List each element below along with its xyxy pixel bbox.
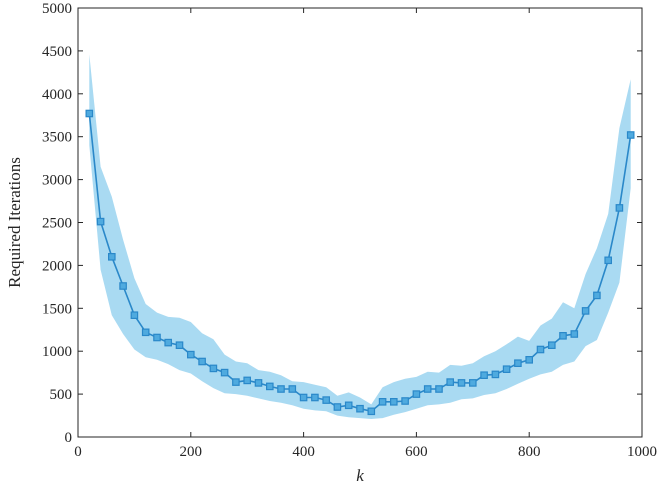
data-point-marker: [243, 376, 252, 385]
data-point-marker: [593, 291, 601, 300]
data-point-marker: [344, 401, 353, 410]
data-point-marker: [254, 379, 263, 387]
data-point-marker: [220, 368, 229, 377]
data-point-marker: [547, 341, 556, 350]
data-point-marker: [502, 365, 511, 374]
x-tick-label: 0: [74, 444, 82, 460]
data-point-marker: [581, 307, 590, 315]
y-tick-label: 0: [65, 430, 73, 446]
data-point-marker: [119, 282, 127, 290]
data-point-marker: [164, 338, 173, 347]
axes-layer: 0 200 400 600 800 1000 0 500 1000 1500 2000 2500 300…: [42, 1, 657, 460]
x-tick-label: 600: [405, 444, 428, 460]
data-point-marker: [311, 393, 319, 402]
confidence-band-layer: [89, 54, 631, 420]
data-point-marker: [322, 396, 331, 404]
data-point-marker: [107, 253, 116, 261]
data-point-marker: [401, 397, 409, 405]
data-point-marker: [288, 385, 297, 393]
data-point-marker: [536, 345, 545, 354]
data-point-marker: [570, 330, 579, 338]
confidence-band: [89, 54, 631, 420]
y-tick-label: 2500: [42, 216, 72, 232]
data-point-marker: [446, 378, 455, 386]
data-point-marker: [299, 393, 308, 402]
data-point-marker: [435, 385, 443, 393]
y-tick-label: 5000: [42, 1, 72, 17]
data-point-marker: [525, 356, 534, 364]
data-point-marker: [141, 328, 150, 337]
data-point-marker: [232, 378, 240, 386]
x-tick-label: 400: [292, 444, 315, 460]
data-point-marker: [85, 109, 94, 118]
data-point-marker: [356, 404, 364, 413]
data-point-marker: [626, 131, 635, 139]
plot-frame: [77, 7, 643, 438]
data-point-marker: [378, 398, 387, 406]
y-tick-label: 2000: [42, 258, 72, 274]
y-tick-label: 3500: [42, 130, 72, 146]
x-tick-label: 1000: [627, 444, 657, 460]
marker-layer: [85, 109, 635, 416]
data-point-marker: [96, 217, 105, 226]
data-point-marker: [209, 364, 218, 373]
data-point-marker: [423, 385, 432, 393]
data-point-marker: [469, 379, 477, 387]
data-point-marker: [457, 379, 466, 387]
data-point-marker: [153, 333, 161, 342]
data-point-marker: [514, 359, 522, 368]
data-point-marker: [198, 357, 206, 366]
data-point-marker: [266, 382, 274, 391]
data-point-marker: [187, 350, 195, 359]
data-point-marker: [491, 370, 500, 379]
data-point-marker: [604, 256, 613, 265]
data-point-marker: [412, 390, 421, 398]
data-point-marker: [559, 332, 567, 340]
y-axis-title: Required Iterations: [5, 157, 24, 288]
data-point-marker: [367, 407, 376, 416]
data-point-marker: [277, 385, 285, 393]
x-tick-label: 800: [518, 444, 541, 460]
y-tick-label: 1000: [42, 344, 72, 360]
y-tick-label: 4500: [42, 44, 72, 60]
data-point-marker: [130, 311, 139, 320]
data-point-marker: [615, 204, 624, 212]
x-tick-label: 200: [180, 444, 203, 460]
data-point-marker: [390, 398, 398, 406]
data-point-marker: [175, 341, 184, 350]
x-axis-title: k: [356, 466, 364, 485]
y-tick-label: 3000: [42, 173, 72, 189]
y-tick-label: 4000: [42, 87, 72, 103]
y-tick-label: 500: [50, 387, 73, 403]
data-point-marker: [333, 403, 342, 411]
y-tick-label: 1500: [42, 301, 72, 317]
data-point-marker: [480, 371, 488, 380]
